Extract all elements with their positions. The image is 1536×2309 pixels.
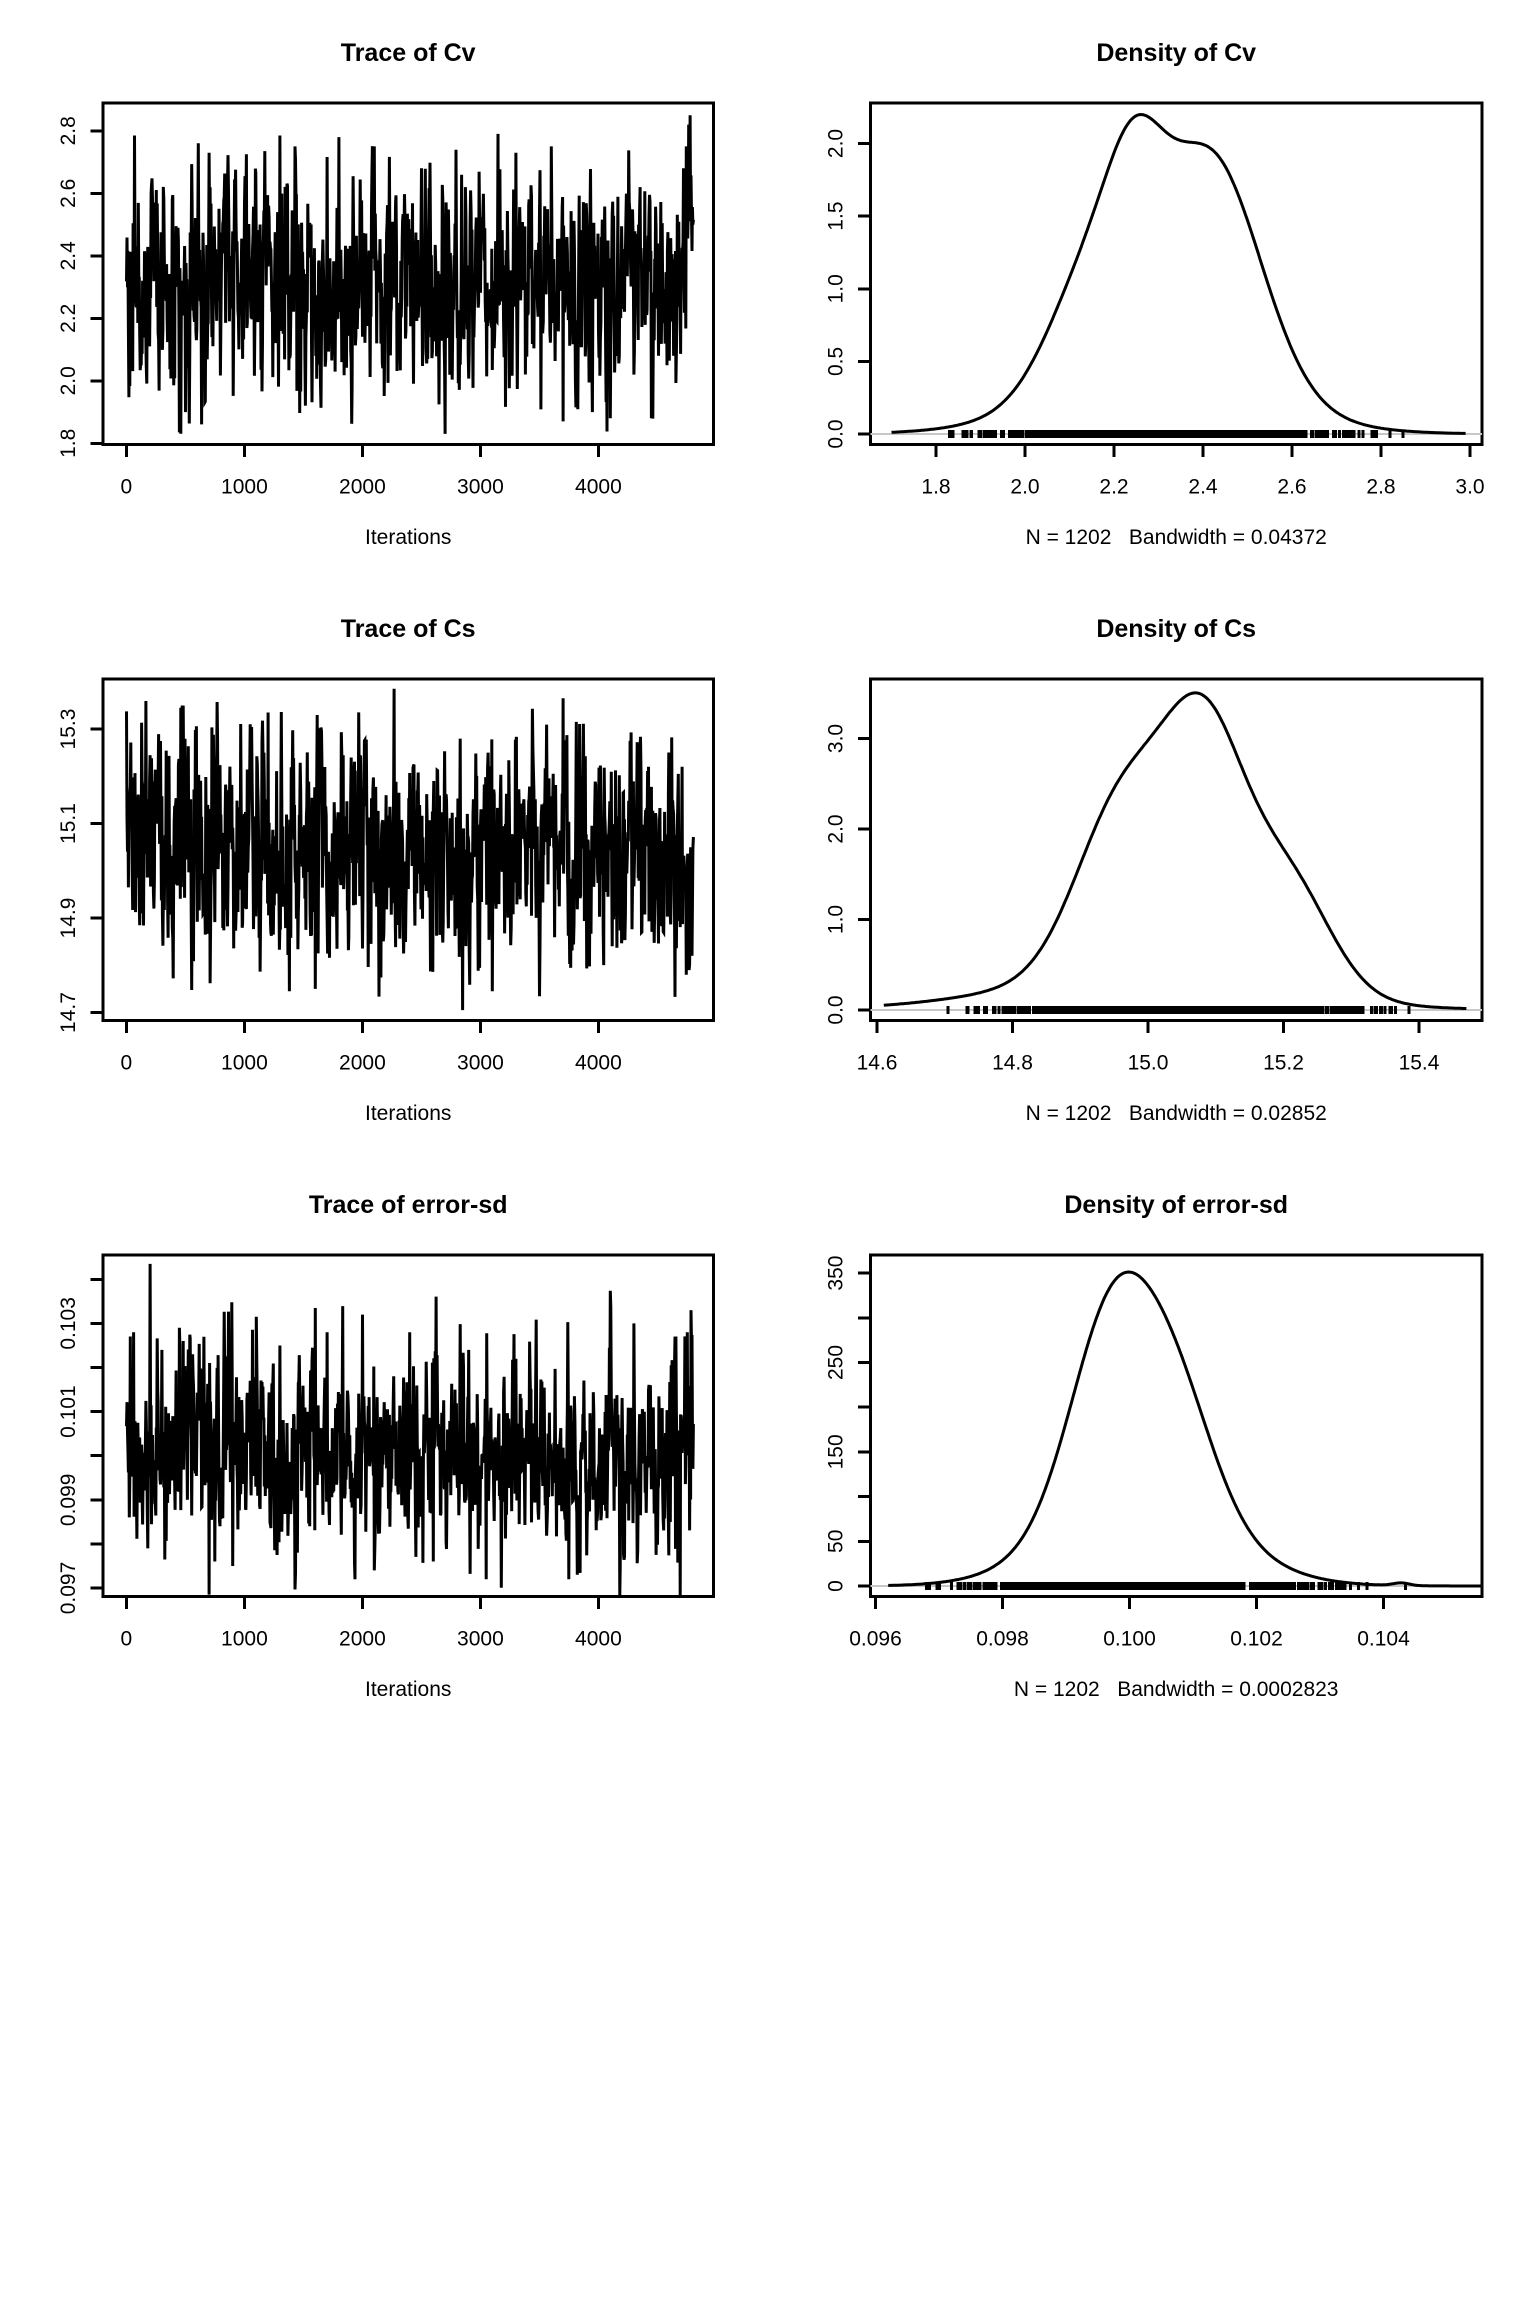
svg-text:2.4: 2.4 [57,241,80,271]
svg-text:2.8: 2.8 [1366,476,1395,499]
svg-text:Trace of Cs: Trace of Cs [341,615,476,643]
svg-text:2000: 2000 [339,476,386,499]
svg-text:3000: 3000 [457,1628,504,1651]
svg-text:1.8: 1.8 [921,476,950,499]
svg-text:4000: 4000 [575,1052,622,1075]
svg-text:0: 0 [121,1628,133,1651]
svg-text:0.096: 0.096 [849,1628,902,1651]
svg-text:0.103: 0.103 [57,1297,80,1350]
svg-text:2000: 2000 [339,1052,386,1075]
svg-text:0.097: 0.097 [57,1562,80,1615]
svg-text:15.4: 15.4 [1399,1052,1440,1075]
svg-text:1.5: 1.5 [824,201,847,230]
svg-text:0.102: 0.102 [1230,1628,1283,1651]
svg-text:15.3: 15.3 [57,709,80,750]
svg-text:2.6: 2.6 [57,179,80,208]
svg-text:3000: 3000 [457,1052,504,1075]
svg-text:2.0: 2.0 [824,814,847,843]
svg-text:2.2: 2.2 [1099,476,1128,499]
svg-text:0.104: 0.104 [1357,1628,1410,1651]
svg-text:0: 0 [121,1052,133,1075]
svg-text:1000: 1000 [221,1628,268,1651]
svg-text:3.0: 3.0 [824,724,847,753]
svg-text:2.2: 2.2 [57,304,80,333]
svg-text:Iterations: Iterations [365,526,451,549]
svg-text:N = 1202 Bandwidth = 0.02852: N = 1202 Bandwidth = 0.02852 [1026,1102,1327,1125]
svg-text:2.6: 2.6 [1277,476,1306,499]
svg-text:0.099: 0.099 [57,1474,80,1527]
svg-text:0: 0 [824,1580,847,1592]
svg-text:1.8: 1.8 [57,429,80,458]
svg-text:Density of Cv: Density of Cv [1096,39,1256,67]
svg-text:Iterations: Iterations [365,1102,451,1125]
svg-text:2.0: 2.0 [824,129,847,158]
svg-text:0: 0 [121,476,133,499]
svg-text:Density of Cs: Density of Cs [1096,615,1256,643]
svg-text:2.8: 2.8 [57,116,80,145]
svg-text:3.0: 3.0 [1455,476,1484,499]
svg-text:1000: 1000 [221,1052,268,1075]
svg-text:14.9: 14.9 [57,898,80,939]
svg-text:15.0: 15.0 [1128,1052,1169,1075]
svg-text:0.0: 0.0 [824,419,847,448]
svg-text:0.101: 0.101 [57,1385,80,1438]
svg-text:N = 1202 Bandwidth = 0.00028: N = 1202 Bandwidth = 0.0002823 [1014,1678,1339,1701]
svg-text:15.1: 15.1 [57,803,80,844]
svg-text:50: 50 [824,1530,847,1553]
svg-text:1000: 1000 [221,476,268,499]
svg-text:Trace of error-sd: Trace of error-sd [309,1191,508,1219]
svg-text:4000: 4000 [575,476,622,499]
svg-text:4000: 4000 [575,1628,622,1651]
svg-text:1.0: 1.0 [824,905,847,934]
svg-text:Trace of Cv: Trace of Cv [341,39,476,67]
svg-text:0.100: 0.100 [1103,1628,1156,1651]
svg-text:15.2: 15.2 [1263,1052,1304,1075]
svg-text:14.6: 14.6 [857,1052,898,1075]
svg-text:N = 1202 Bandwidth = 0.04372: N = 1202 Bandwidth = 0.04372 [1026,526,1327,549]
svg-text:2.4: 2.4 [1188,476,1218,499]
svg-text:0.5: 0.5 [824,347,847,376]
svg-text:0.0: 0.0 [824,995,847,1024]
svg-text:2000: 2000 [339,1628,386,1651]
svg-text:150: 150 [824,1434,847,1469]
svg-text:2.0: 2.0 [57,366,80,395]
svg-text:14.8: 14.8 [992,1052,1033,1075]
svg-text:Iterations: Iterations [365,1678,451,1701]
svg-text:350: 350 [824,1256,847,1291]
svg-text:250: 250 [824,1345,847,1380]
svg-text:Density of error-sd: Density of error-sd [1064,1191,1288,1219]
svg-text:0.098: 0.098 [976,1628,1029,1651]
svg-text:2.0: 2.0 [1010,476,1039,499]
svg-text:1.0: 1.0 [824,274,847,303]
svg-text:3000: 3000 [457,476,504,499]
svg-text:14.7: 14.7 [57,992,80,1033]
